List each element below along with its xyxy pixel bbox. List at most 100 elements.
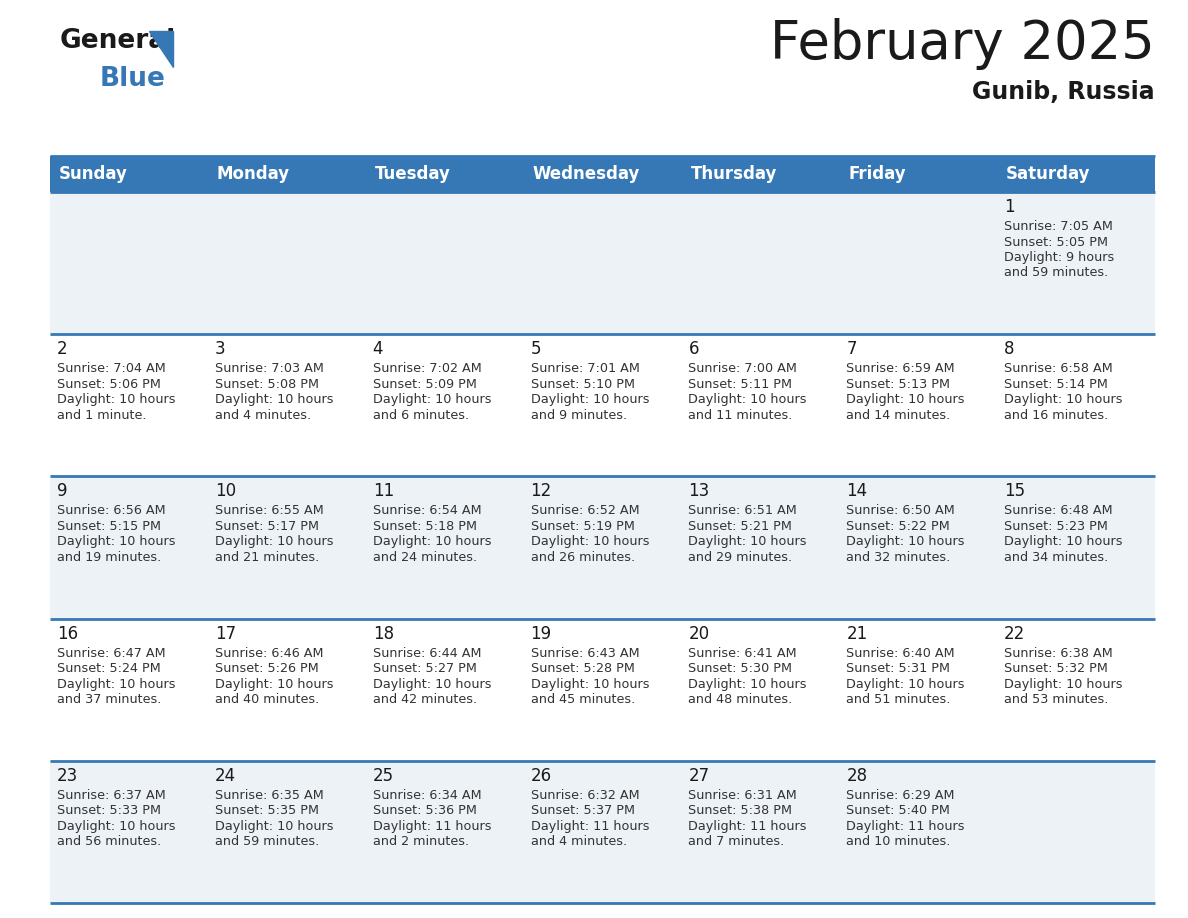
Text: Sunrise: 6:48 AM: Sunrise: 6:48 AM xyxy=(1004,504,1113,518)
Text: Gunib, Russia: Gunib, Russia xyxy=(972,80,1155,104)
Text: and 53 minutes.: and 53 minutes. xyxy=(1004,693,1108,706)
Bar xyxy=(50,476,208,619)
Text: and 45 minutes.: and 45 minutes. xyxy=(531,693,634,706)
Text: Sunset: 5:09 PM: Sunset: 5:09 PM xyxy=(373,377,476,391)
Text: 1: 1 xyxy=(1004,198,1015,216)
Text: Daylight: 10 hours: Daylight: 10 hours xyxy=(1004,535,1123,548)
Text: 2: 2 xyxy=(57,341,68,358)
Text: 5: 5 xyxy=(531,341,541,358)
Text: Daylight: 10 hours: Daylight: 10 hours xyxy=(531,393,649,406)
Text: Sunrise: 7:00 AM: Sunrise: 7:00 AM xyxy=(688,363,797,375)
Text: Daylight: 10 hours: Daylight: 10 hours xyxy=(688,393,807,406)
Text: and 11 minutes.: and 11 minutes. xyxy=(688,409,792,421)
Text: 25: 25 xyxy=(373,767,394,785)
Bar xyxy=(366,761,524,903)
Bar xyxy=(208,476,366,619)
Text: 24: 24 xyxy=(215,767,236,785)
Bar xyxy=(208,192,366,334)
Text: Daylight: 9 hours: Daylight: 9 hours xyxy=(1004,251,1114,264)
Text: Thursday: Thursday xyxy=(690,165,777,183)
Text: and 21 minutes.: and 21 minutes. xyxy=(215,551,320,564)
Text: 15: 15 xyxy=(1004,482,1025,500)
Text: Sunrise: 6:41 AM: Sunrise: 6:41 AM xyxy=(688,646,797,660)
Text: and 51 minutes.: and 51 minutes. xyxy=(846,693,950,706)
Text: Sunset: 5:08 PM: Sunset: 5:08 PM xyxy=(215,377,318,391)
Text: Sunrise: 6:50 AM: Sunrise: 6:50 AM xyxy=(846,504,955,518)
Text: 16: 16 xyxy=(57,624,78,643)
Text: Sunrise: 6:47 AM: Sunrise: 6:47 AM xyxy=(57,646,165,660)
Text: 3: 3 xyxy=(215,341,226,358)
Bar xyxy=(524,192,682,334)
Text: 26: 26 xyxy=(531,767,551,785)
Text: and 4 minutes.: and 4 minutes. xyxy=(215,409,311,421)
Text: and 34 minutes.: and 34 minutes. xyxy=(1004,551,1108,564)
Text: and 32 minutes.: and 32 minutes. xyxy=(846,551,950,564)
Text: 9: 9 xyxy=(57,482,68,500)
Text: Sunset: 5:26 PM: Sunset: 5:26 PM xyxy=(215,662,318,675)
Text: Sunrise: 6:29 AM: Sunrise: 6:29 AM xyxy=(846,789,955,801)
Text: Sunrise: 6:32 AM: Sunrise: 6:32 AM xyxy=(531,789,639,801)
Bar xyxy=(366,334,524,476)
Text: Daylight: 11 hours: Daylight: 11 hours xyxy=(846,820,965,833)
Text: Daylight: 10 hours: Daylight: 10 hours xyxy=(57,677,176,690)
Bar xyxy=(366,476,524,619)
Text: Daylight: 10 hours: Daylight: 10 hours xyxy=(215,677,334,690)
Text: Sunset: 5:21 PM: Sunset: 5:21 PM xyxy=(688,520,792,533)
Text: and 19 minutes.: and 19 minutes. xyxy=(57,551,162,564)
Text: Sunset: 5:31 PM: Sunset: 5:31 PM xyxy=(846,662,950,675)
Text: 28: 28 xyxy=(846,767,867,785)
Bar xyxy=(682,619,839,761)
Bar xyxy=(682,156,839,192)
Text: Sunset: 5:18 PM: Sunset: 5:18 PM xyxy=(373,520,476,533)
Text: Sunset: 5:17 PM: Sunset: 5:17 PM xyxy=(215,520,318,533)
Text: Sunset: 5:28 PM: Sunset: 5:28 PM xyxy=(531,662,634,675)
Bar xyxy=(208,761,366,903)
Text: 4: 4 xyxy=(373,341,384,358)
Text: Sunset: 5:32 PM: Sunset: 5:32 PM xyxy=(1004,662,1108,675)
Text: and 48 minutes.: and 48 minutes. xyxy=(688,693,792,706)
Text: and 4 minutes.: and 4 minutes. xyxy=(531,835,627,848)
Text: Sunset: 5:19 PM: Sunset: 5:19 PM xyxy=(531,520,634,533)
Text: Sunday: Sunday xyxy=(59,165,128,183)
Text: 8: 8 xyxy=(1004,341,1015,358)
Bar xyxy=(50,334,208,476)
Text: and 37 minutes.: and 37 minutes. xyxy=(57,693,162,706)
Text: and 16 minutes.: and 16 minutes. xyxy=(1004,409,1108,421)
Text: Sunrise: 6:43 AM: Sunrise: 6:43 AM xyxy=(531,646,639,660)
Text: Daylight: 11 hours: Daylight: 11 hours xyxy=(531,820,649,833)
Text: and 40 minutes.: and 40 minutes. xyxy=(215,693,320,706)
Bar xyxy=(524,761,682,903)
Text: Sunrise: 7:04 AM: Sunrise: 7:04 AM xyxy=(57,363,166,375)
Text: 23: 23 xyxy=(57,767,78,785)
Bar xyxy=(524,334,682,476)
Text: Sunrise: 6:51 AM: Sunrise: 6:51 AM xyxy=(688,504,797,518)
Text: Sunrise: 7:01 AM: Sunrise: 7:01 AM xyxy=(531,363,639,375)
Text: 12: 12 xyxy=(531,482,551,500)
Text: 10: 10 xyxy=(215,482,236,500)
Text: Sunset: 5:38 PM: Sunset: 5:38 PM xyxy=(688,804,792,817)
Text: Sunrise: 6:44 AM: Sunrise: 6:44 AM xyxy=(373,646,481,660)
Bar xyxy=(50,192,208,334)
Text: Daylight: 10 hours: Daylight: 10 hours xyxy=(215,393,334,406)
Bar xyxy=(208,619,366,761)
Text: 19: 19 xyxy=(531,624,551,643)
Text: Sunrise: 6:59 AM: Sunrise: 6:59 AM xyxy=(846,363,955,375)
Bar xyxy=(682,334,839,476)
Text: Friday: Friday xyxy=(848,165,906,183)
Text: and 10 minutes.: and 10 minutes. xyxy=(846,835,950,848)
Text: 7: 7 xyxy=(846,341,857,358)
Text: Daylight: 10 hours: Daylight: 10 hours xyxy=(1004,677,1123,690)
Text: 6: 6 xyxy=(688,341,699,358)
Text: Sunset: 5:36 PM: Sunset: 5:36 PM xyxy=(373,804,476,817)
Bar xyxy=(839,476,997,619)
Text: Sunrise: 6:52 AM: Sunrise: 6:52 AM xyxy=(531,504,639,518)
Bar xyxy=(997,192,1155,334)
Text: Sunrise: 6:35 AM: Sunrise: 6:35 AM xyxy=(215,789,323,801)
Text: 14: 14 xyxy=(846,482,867,500)
Bar xyxy=(366,192,524,334)
Text: Daylight: 10 hours: Daylight: 10 hours xyxy=(57,820,176,833)
Text: Sunset: 5:06 PM: Sunset: 5:06 PM xyxy=(57,377,160,391)
Text: Daylight: 10 hours: Daylight: 10 hours xyxy=(846,677,965,690)
Text: Sunset: 5:05 PM: Sunset: 5:05 PM xyxy=(1004,236,1108,249)
Text: and 14 minutes.: and 14 minutes. xyxy=(846,409,950,421)
